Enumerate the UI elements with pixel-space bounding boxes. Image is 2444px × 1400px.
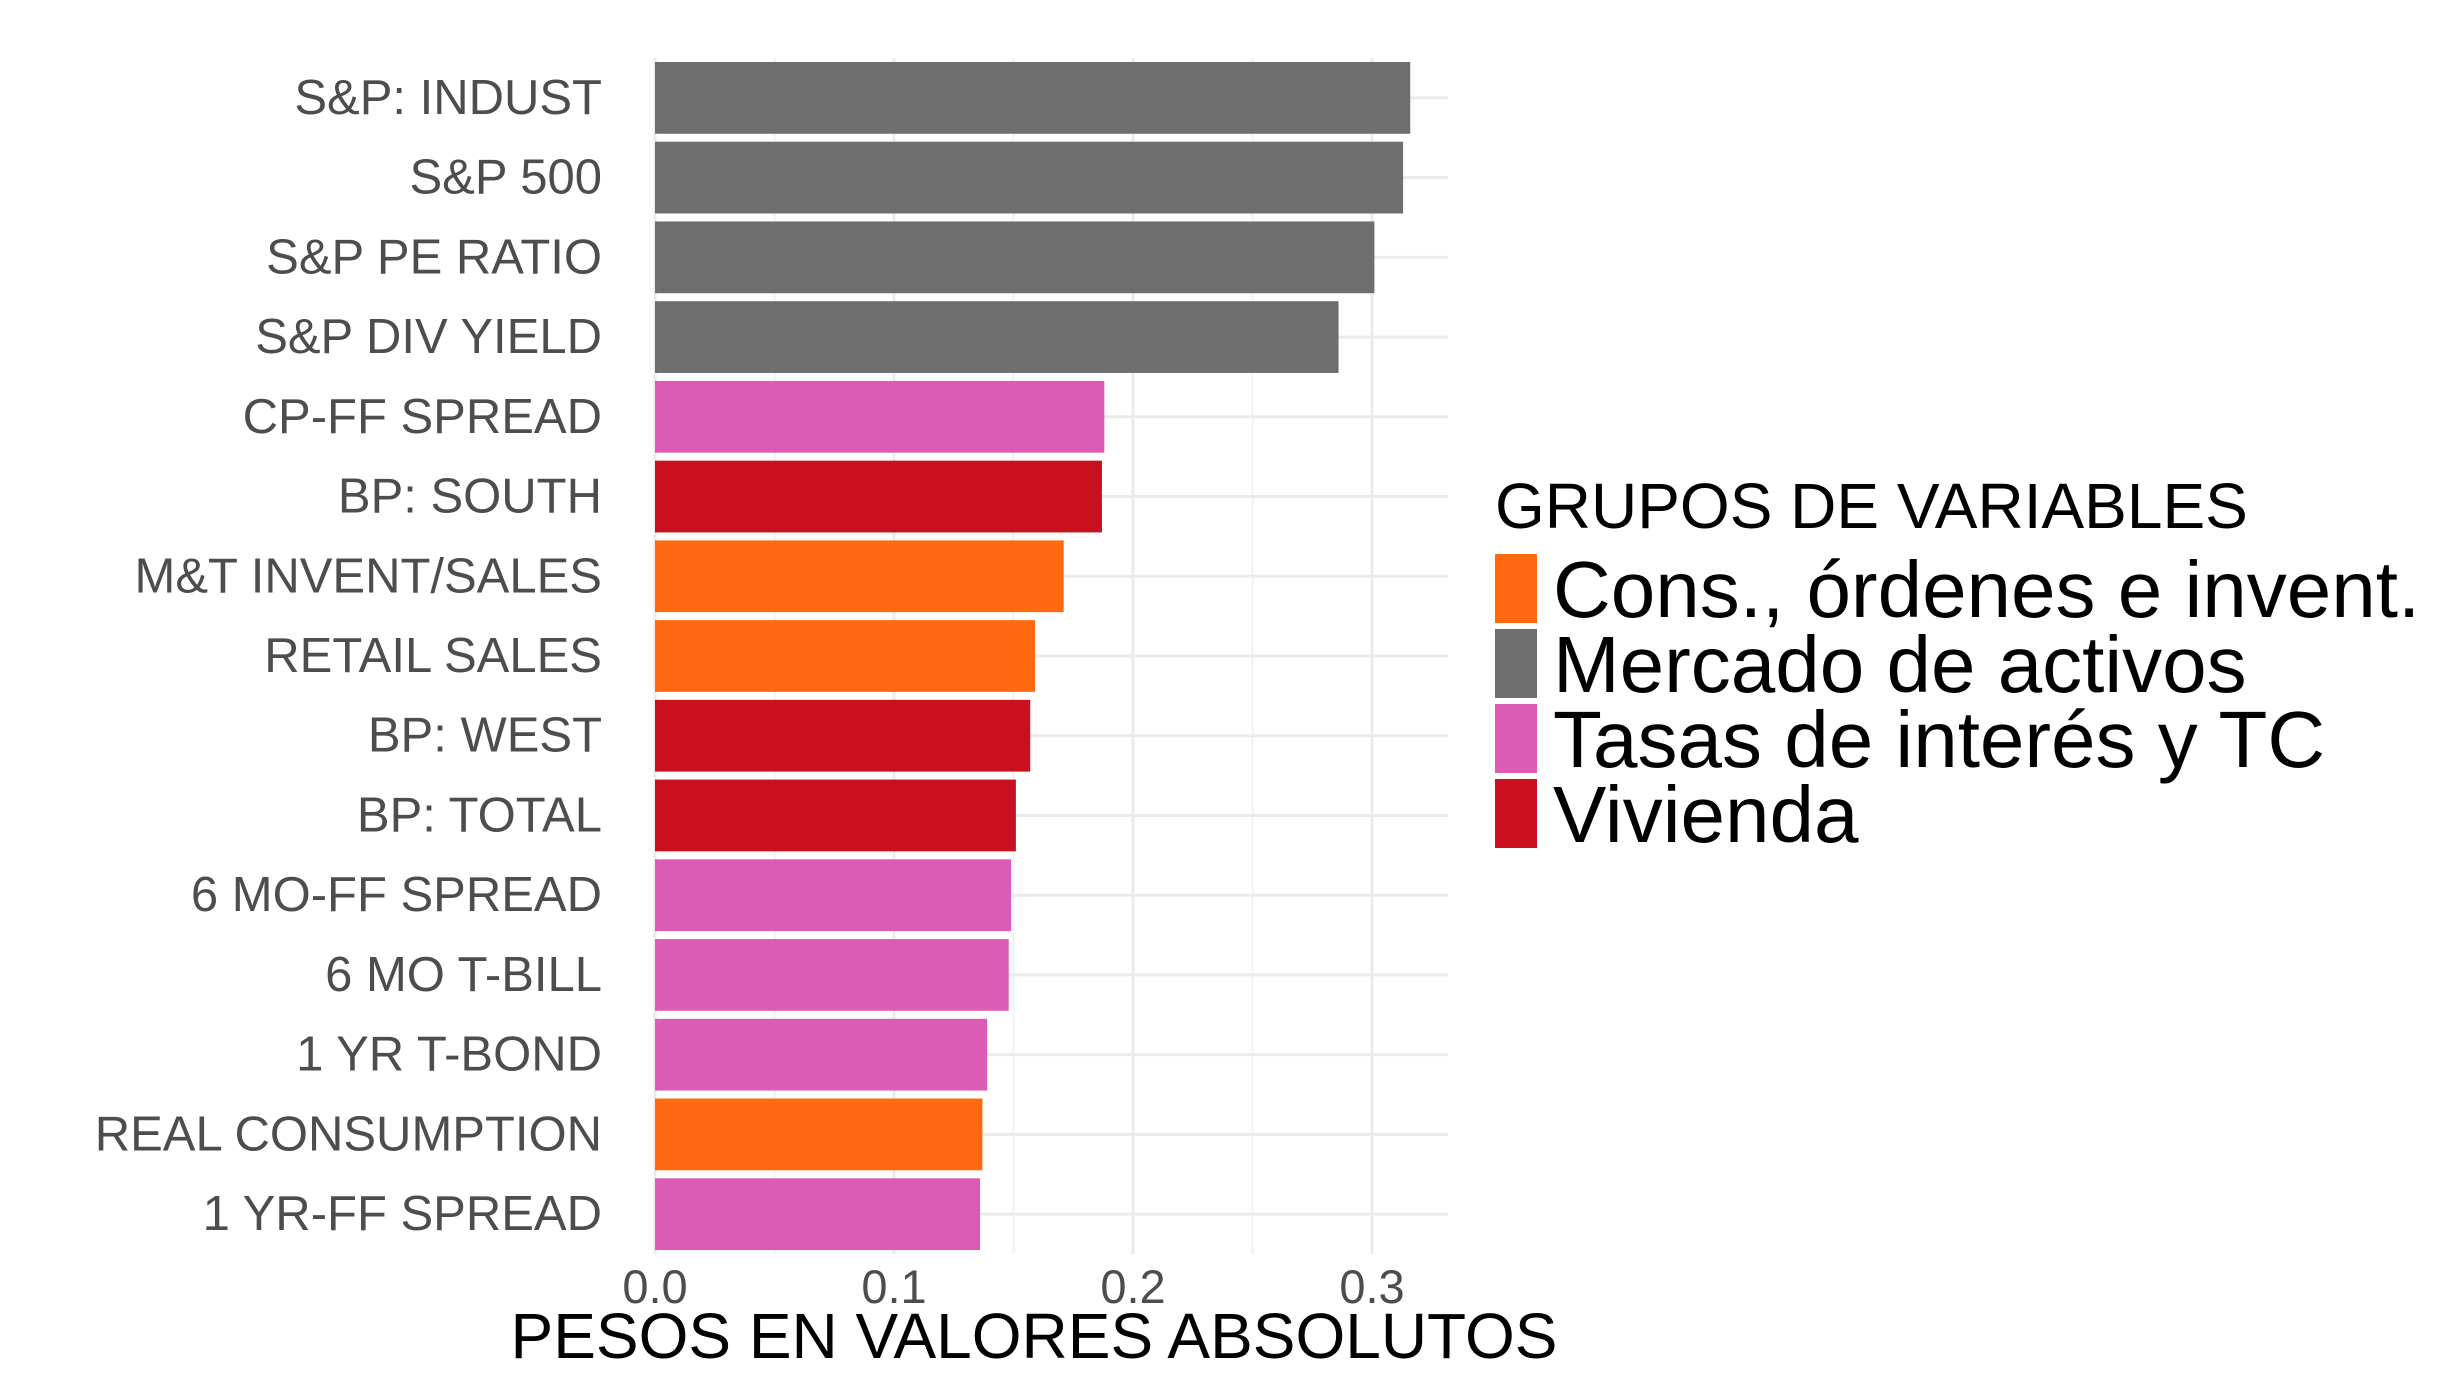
category-label: S&P: INDUST	[294, 71, 602, 125]
x-tick-label: 0.0	[622, 1260, 687, 1313]
legend-items: Cons., órdenes e invent.Mercado de activ…	[1495, 545, 2420, 859]
x-tick-label: 0.1	[861, 1260, 926, 1313]
bar	[655, 301, 1339, 373]
bar	[655, 1098, 983, 1171]
bar	[655, 61, 1411, 134]
category-label: BP: WEST	[368, 709, 602, 763]
bar	[655, 620, 1036, 692]
bar	[655, 540, 1064, 613]
bar	[655, 1018, 988, 1091]
legend-label: Vivienda	[1553, 770, 1859, 859]
legend-key	[1495, 704, 1537, 773]
bar	[655, 859, 1012, 932]
bar	[655, 779, 1016, 852]
x-tick-label: 0.2	[1100, 1260, 1165, 1313]
bar	[655, 460, 1102, 533]
bar	[655, 939, 1009, 1011]
legend-title: GRUPOS DE VARIABLES	[1495, 470, 2248, 542]
category-label: M&T INVENT/SALES	[135, 549, 602, 603]
legend-label: Cons., órdenes e invent.	[1553, 545, 2420, 634]
category-label: S&P PE RATIO	[266, 230, 602, 284]
category-label: S&P 500	[409, 151, 602, 205]
x-tick-label: 0.3	[1339, 1260, 1404, 1313]
legend: GRUPOS DE VARIABLES Cons., órdenes e inv…	[1495, 470, 2420, 859]
category-label: BP: TOTAL	[357, 788, 602, 842]
category-label: CP-FF SPREAD	[243, 390, 602, 444]
category-label: REAL CONSUMPTION	[95, 1107, 602, 1161]
bar	[655, 141, 1404, 214]
legend-label: Mercado de activos	[1553, 620, 2247, 709]
category-label: RETAIL SALES	[264, 629, 602, 683]
legend-key	[1495, 554, 1537, 623]
category-labels: S&P: INDUST S&P 500 S&P PE RATIO S&P DIV YI…	[95, 71, 602, 1241]
legend-label: Tasas de interés y TC	[1553, 695, 2325, 784]
category-label: BP: SOUTH	[338, 470, 602, 524]
category-label: 1 YR T-BOND	[296, 1028, 602, 1082]
x-tick-labels: 0.0 0.1 0.2 0.3	[622, 1260, 1404, 1313]
category-label: 1 YR-FF SPREAD	[203, 1187, 602, 1241]
legend-key	[1495, 779, 1537, 848]
category-label: 6 MO T-BILL	[325, 948, 602, 1002]
bars	[655, 61, 1411, 1251]
category-label: S&P DIV YIELD	[255, 310, 602, 364]
x-axis-title: PESOS EN VALORES ABSOLUTOS	[511, 1300, 1558, 1372]
bar	[655, 1178, 981, 1251]
bar	[655, 699, 1031, 772]
category-label: 6 MO-FF SPREAD	[191, 868, 602, 922]
bar	[655, 221, 1375, 294]
legend-key	[1495, 629, 1537, 698]
bar	[655, 380, 1105, 453]
